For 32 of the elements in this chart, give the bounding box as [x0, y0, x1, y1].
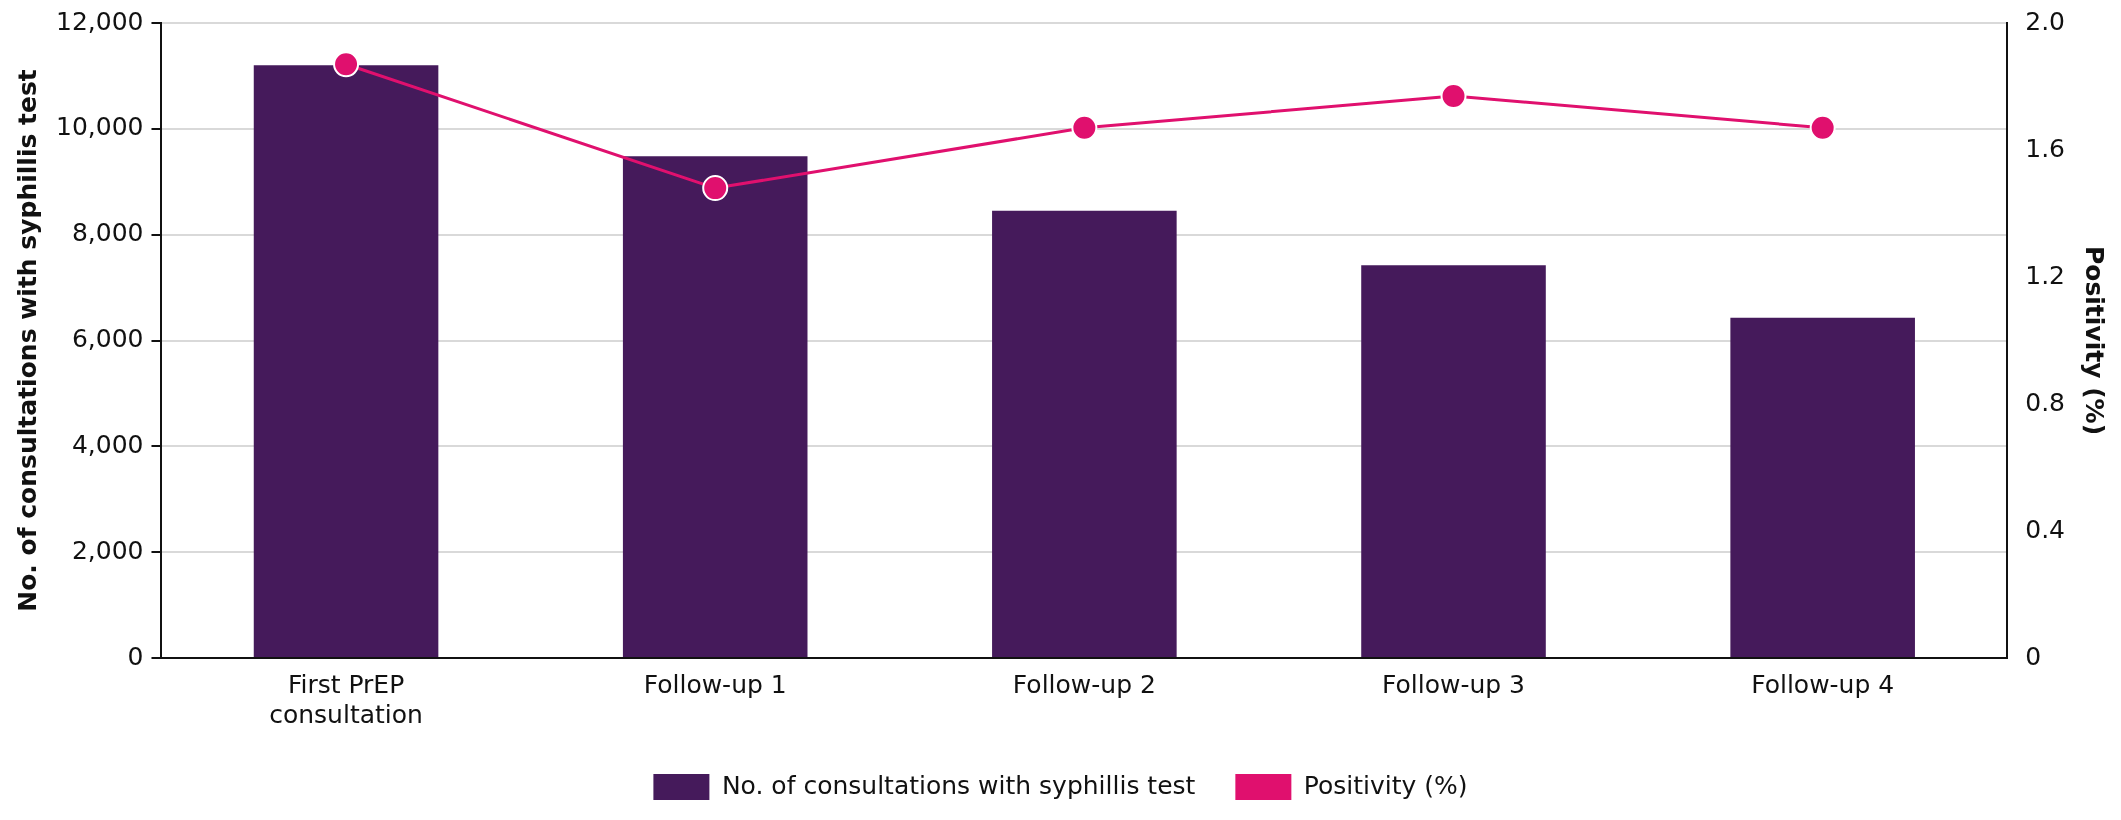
point [1809, 114, 1836, 141]
bar [992, 210, 1177, 657]
y2-tick-label: 0.4 [2025, 514, 2066, 544]
point [1440, 83, 1467, 110]
y2-tick-label: 0 [2025, 641, 2042, 671]
bar [1361, 265, 1546, 657]
x-tick-label: Follow-up 3 [1382, 669, 1526, 699]
y-tick-label: 10,000 [55, 112, 144, 142]
y-tick-label: 8,000 [71, 218, 144, 248]
bar [253, 65, 439, 657]
y-tick-label: 0 [127, 641, 144, 671]
y-axis-title: No. of consultations with syphillis test [12, 69, 42, 612]
y-tick-label: 4,000 [71, 429, 144, 459]
y-tick-label: 6,000 [71, 324, 144, 353]
point [1071, 114, 1098, 141]
bar [622, 156, 808, 657]
y2-tick-label: 0.8 [2025, 387, 2066, 417]
y-tick-label: 12,000 [55, 6, 144, 36]
bar [1730, 317, 1915, 657]
y2-tick-label: 1.2 [2025, 260, 2066, 290]
y2-axis-title: Positivity (%) [2079, 245, 2109, 436]
x-tick-label: Follow-up 2 [1012, 669, 1156, 699]
x-tick-label: Follow-up 1 [643, 669, 787, 699]
x-tick-label: Follow-up 4 [1751, 669, 1895, 699]
legend-label: No. of consultations with syphillis test [721, 770, 1196, 800]
point [333, 51, 360, 78]
y-tick-label: 2,000 [71, 535, 144, 565]
legend-label: Positivity (%) [1303, 770, 1468, 800]
y2-tick-label: 1.6 [2025, 133, 2066, 163]
x-tick-label: First PrEP consultation [269, 669, 423, 729]
y2-tick-label: 2.0 [2025, 6, 2066, 36]
point [702, 175, 729, 202]
